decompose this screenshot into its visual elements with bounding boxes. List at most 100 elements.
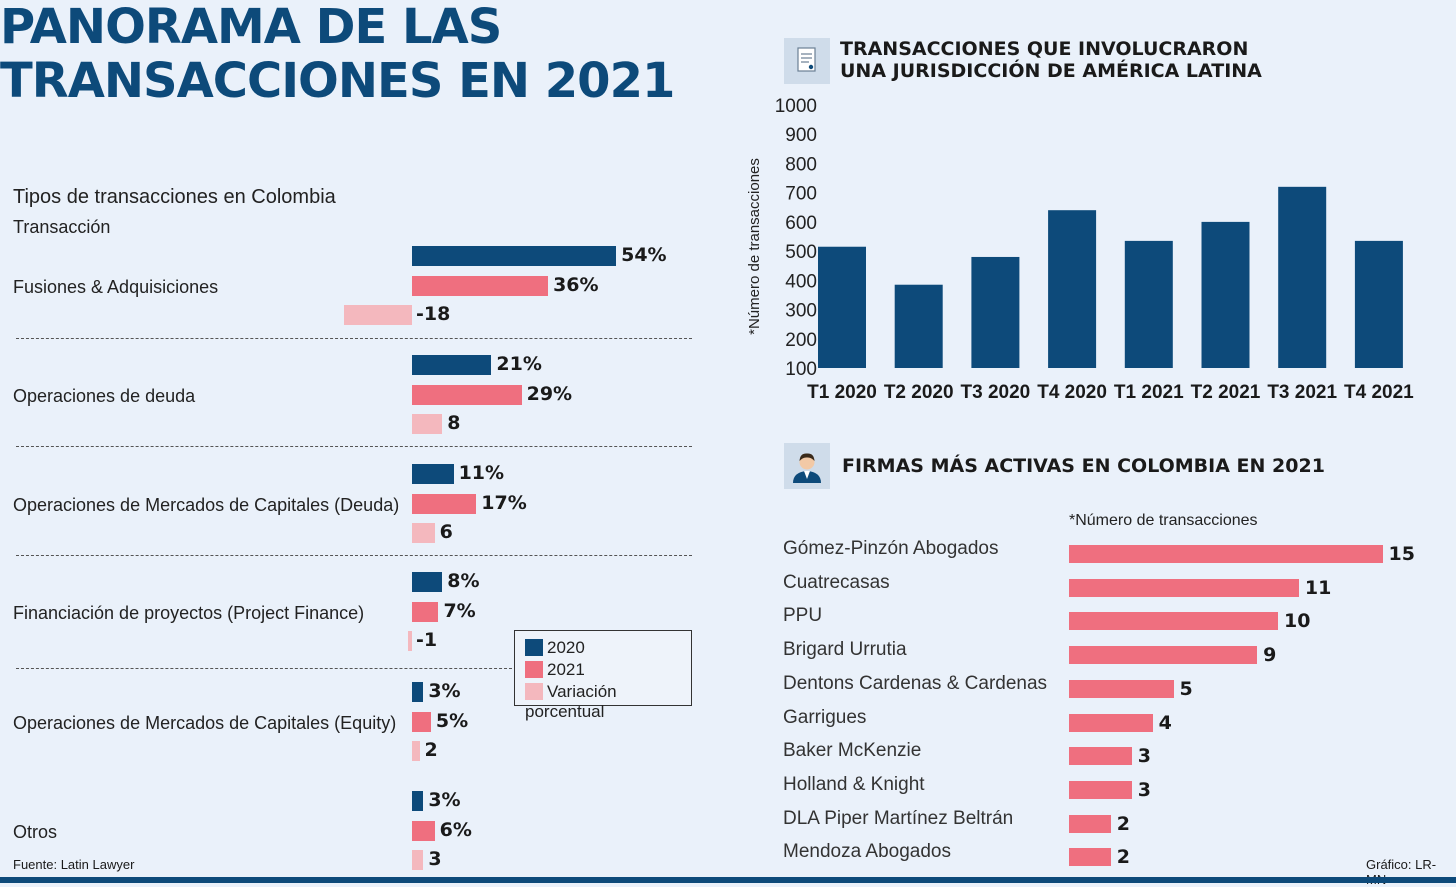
firm-bar xyxy=(1069,747,1132,766)
bar-2021 xyxy=(412,601,439,622)
column-bar xyxy=(1048,210,1097,368)
left-chart-legend: 2020 2021 Variación porcentual xyxy=(514,630,692,721)
y-tick-label: 700 xyxy=(785,184,817,205)
left-column-header: Transacción xyxy=(13,217,111,237)
firm-bar xyxy=(1069,612,1278,631)
bar-value-label: 6 xyxy=(439,521,453,543)
y-axis-label: *Número de transacciones xyxy=(746,158,763,335)
group-separator xyxy=(16,446,692,447)
firm-value-label: 11 xyxy=(1304,576,1332,599)
legend-item-variation: Variación porcentual xyxy=(525,682,691,721)
bar-2020 xyxy=(412,464,454,484)
bar-variation xyxy=(412,414,443,434)
bar-2020 xyxy=(412,682,424,702)
legend-swatch xyxy=(525,639,543,656)
bar-2020 xyxy=(412,791,424,811)
bar-variation xyxy=(412,741,420,761)
bar-value-label: 3% xyxy=(428,789,461,811)
firms-chart-note: *Número de transacciones xyxy=(1069,512,1258,529)
legend-item-2021: 2021 xyxy=(525,660,585,680)
bar-value-label: 54% xyxy=(621,244,667,266)
bar-variation xyxy=(408,631,412,651)
x-tick-label: T4 2021 xyxy=(1344,382,1414,403)
firm-label: Dentons Cardenas & Cardenas xyxy=(783,672,1048,694)
firm-bar xyxy=(1069,814,1111,833)
bar-value-label: 29% xyxy=(526,382,573,405)
firm-label: Mendoza Abogados xyxy=(783,841,951,863)
bar-value-label: 8% xyxy=(447,570,480,592)
y-tick-label: 500 xyxy=(785,242,817,263)
firm-value-label: 15 xyxy=(1388,543,1415,565)
firm-label: PPU xyxy=(783,605,823,627)
y-tick-label: 800 xyxy=(785,154,817,175)
bar-value-label: 17% xyxy=(481,491,527,514)
group-separator xyxy=(16,338,692,339)
group-separator xyxy=(16,668,512,669)
transactions-chart-title: TRANSACCIONES QUE INVOLUCRARON UNA JURIS… xyxy=(840,38,1262,82)
x-tick-label: T3 2020 xyxy=(961,382,1031,403)
legend-label: 2020 xyxy=(547,638,585,657)
footer-bar xyxy=(0,877,1456,883)
firm-value-label: 10 xyxy=(1284,610,1311,633)
column-bar xyxy=(818,246,866,368)
x-tick-label: T4 2020 xyxy=(1037,382,1107,403)
category-label: Otros xyxy=(13,821,58,842)
firm-label: Gómez-Pinzón Abogados xyxy=(783,538,999,559)
bar-value-label: 7% xyxy=(443,599,476,622)
bar-value-label: 3 xyxy=(428,848,442,870)
bar-value-label: 11% xyxy=(458,462,505,484)
category-label: Financiación de proyectos (Project Finan… xyxy=(13,602,365,623)
category-label: Operaciones de deuda xyxy=(13,385,196,406)
firm-label: Holland & Knight xyxy=(783,773,925,795)
page-title-text: PANORAMA DE LAS TRANSACCIONES EN 2021 xyxy=(0,0,675,109)
legend-label: 2021 xyxy=(547,660,585,679)
legend-label: Variación porcentual xyxy=(525,682,617,721)
column-bar xyxy=(1354,240,1403,368)
bar-value-label: 21% xyxy=(496,353,542,375)
column-bar xyxy=(1201,221,1250,368)
bar-value-label: 6% xyxy=(439,818,472,841)
y-tick-label: 600 xyxy=(785,213,817,234)
person-icon xyxy=(784,443,830,489)
column-bar xyxy=(894,284,943,368)
bar-2020 xyxy=(412,572,443,592)
category-label: Fusiones & Adquisiciones xyxy=(13,276,219,297)
transactions-column-chart: 100 200 300 400 500 600 700 800 900 1000 *Número d… xyxy=(746,96,1414,403)
y-tick-label: 1000 xyxy=(775,96,817,117)
page-title: PANORAMA DE LAS TRANSACCIONES EN 2021 xyxy=(0,0,700,108)
bar-variation xyxy=(343,305,412,325)
firm-label: DLA Piper Martínez Beltrán xyxy=(783,807,1014,829)
x-tick-label: T3 2021 xyxy=(1267,382,1337,403)
firm-value-label: 2 xyxy=(1116,846,1131,869)
bar-2021 xyxy=(412,820,435,841)
y-tick-label: 900 xyxy=(785,125,817,146)
document-icon xyxy=(784,38,830,84)
group-separator xyxy=(16,555,692,556)
bar-value-label: -1 xyxy=(416,629,438,651)
x-tick-label: T1 2020 xyxy=(807,382,877,403)
left-chart-subtitle: Tipos de transacciones en Colombia xyxy=(13,186,336,208)
column-bar xyxy=(971,256,1020,368)
y-tick-label: 300 xyxy=(785,301,817,322)
bar-2020 xyxy=(412,355,492,375)
firm-value-label: 3 xyxy=(1137,745,1151,768)
firm-value-label: 4 xyxy=(1158,711,1172,734)
firm-bar xyxy=(1069,780,1132,799)
bar-value-label: 8 xyxy=(447,412,461,434)
bar-2021 xyxy=(412,493,477,514)
firm-bar xyxy=(1069,679,1174,698)
y-tick-label: 200 xyxy=(785,330,817,351)
bar-variation xyxy=(412,850,424,870)
firm-value-label: 9 xyxy=(1263,644,1277,667)
bar-2021 xyxy=(412,711,431,732)
transactions-chart-title-line1: TRANSACCIONES QUE INVOLUCRARON xyxy=(840,38,1249,60)
firm-bar xyxy=(1069,545,1383,563)
y-tick-label: 400 xyxy=(785,271,817,292)
firm-bar xyxy=(1069,713,1153,732)
transactions-chart-title-line2: UNA JURISDICCIÓN DE AMÉRICA LATINA xyxy=(840,60,1262,82)
firms-chart-title: FIRMAS MÁS ACTIVAS EN COLOMBIA EN 2021 xyxy=(842,455,1325,477)
column-bar xyxy=(1124,240,1173,368)
legend-swatch xyxy=(525,661,543,678)
bar-2020 xyxy=(412,246,617,266)
legend-item-2020: 2020 xyxy=(525,638,585,658)
